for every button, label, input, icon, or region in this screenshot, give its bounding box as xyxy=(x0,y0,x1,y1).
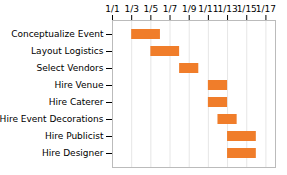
svg-text:1/15: 1/15 xyxy=(237,4,257,14)
svg-text:Hire Caterer: Hire Caterer xyxy=(49,97,104,107)
svg-text:Hire Event Decorations: Hire Event Decorations xyxy=(0,114,104,124)
svg-text:Select Vendors: Select Vendors xyxy=(37,63,104,73)
svg-text:Conceptualize Event: Conceptualize Event xyxy=(11,29,104,39)
svg-text:1/5: 1/5 xyxy=(144,4,158,14)
svg-text:1/13: 1/13 xyxy=(217,4,237,14)
svg-text:Hire Publicist: Hire Publicist xyxy=(45,131,104,141)
svg-text:1/1: 1/1 xyxy=(105,4,119,14)
svg-text:Layout Logistics: Layout Logistics xyxy=(31,46,104,56)
svg-text:1/7: 1/7 xyxy=(163,4,177,14)
svg-text:Hire Venue: Hire Venue xyxy=(54,80,104,90)
svg-text:1/11: 1/11 xyxy=(198,4,218,14)
svg-text:1/9: 1/9 xyxy=(182,4,197,14)
svg-text:1/3: 1/3 xyxy=(124,4,138,14)
svg-text:Hire Designer: Hire Designer xyxy=(42,148,104,158)
svg-text:1/17: 1/17 xyxy=(256,4,276,14)
